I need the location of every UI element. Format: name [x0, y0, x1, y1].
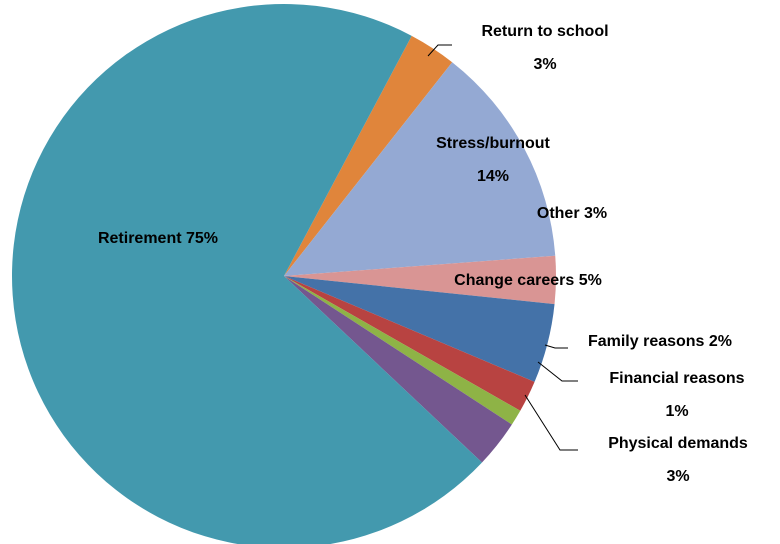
data-label: Family reasons 2% [588, 333, 732, 350]
data-label: 3% [666, 468, 689, 485]
pie-slice [284, 62, 556, 276]
pie-slice [284, 276, 535, 411]
pie [12, 4, 556, 544]
pie-slice [284, 276, 555, 382]
data-label: Physical demands [608, 435, 748, 452]
value-label: 3% [584, 205, 607, 222]
value-label: 75% [186, 230, 218, 247]
leader-line [524, 394, 578, 451]
data-label: Stress/burnout [436, 135, 550, 152]
category-label: Family reasons [588, 333, 705, 350]
data-label: Change careers 5% [454, 272, 602, 289]
value-label: 2% [709, 333, 732, 350]
data-label: Financial reasons [609, 370, 744, 387]
data-label: 1% [665, 403, 688, 420]
data-label: Other 3% [537, 205, 607, 222]
leader-line [537, 361, 578, 382]
data-label: 14% [477, 168, 509, 185]
data-label: 3% [533, 56, 556, 73]
pie-slice [284, 255, 556, 305]
data-label: Retirement 75% [98, 230, 218, 247]
leader-line [544, 344, 568, 349]
pie-slice [12, 4, 483, 544]
value-label: 5% [579, 272, 602, 289]
category-label: Retirement [98, 230, 182, 247]
pie-slice [284, 276, 512, 463]
pie-slice [284, 276, 521, 425]
category-label: Other [537, 205, 580, 222]
data-label: Return to school [481, 23, 608, 40]
pie-slice [284, 35, 453, 276]
category-label: Change careers [454, 272, 574, 289]
leader-line [427, 44, 452, 57]
